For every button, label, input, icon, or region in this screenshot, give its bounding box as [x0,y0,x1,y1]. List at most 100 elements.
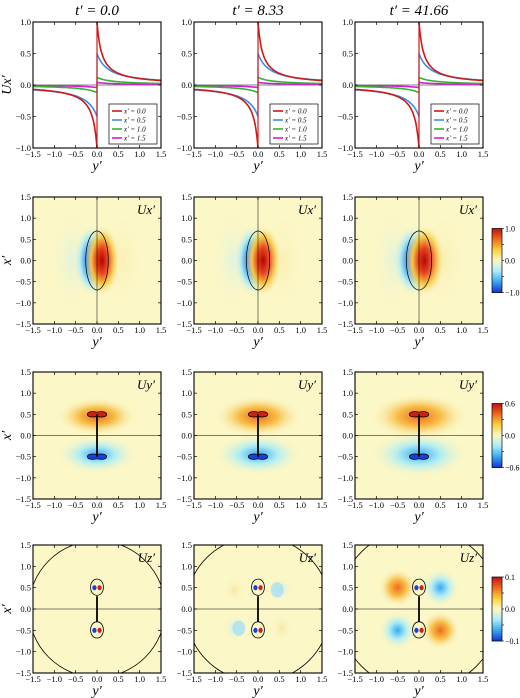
colorbar-cell [492,248,502,251]
colorbar-cell [492,441,502,444]
plot-frame [354,371,484,500]
x-tick-label: −0.5 [229,149,244,159]
colorbar-cell [492,613,502,616]
y-tick-label: 1.5 [181,540,192,550]
plot-frame [354,21,484,149]
y-tick-label: −1.5 [16,494,31,504]
colorbar-tick-label: −0.1 [505,637,520,646]
plot-frame [32,21,162,149]
panel-label: Ux′ [137,202,155,217]
x-tick-label: −1.0 [369,500,384,510]
colorbar-cell [492,439,502,442]
colorbar-cell [492,403,502,406]
colorbar-cell [492,228,502,231]
colorbar-cell [492,266,502,269]
heatmap-field [194,372,322,499]
x-tick-label: −1.5 [347,325,362,335]
y-tick-label: −1.5 [338,319,353,329]
series-line [355,84,420,89]
colorbar-cell [492,461,502,464]
x-tick-label: −0.5 [390,149,405,159]
y-tick-label: 0.5 [181,409,192,419]
colorbar-cell [492,262,502,265]
heatmap-panel: Uy′ −1.5 −1.0 −0.5 0.0 0.5 1.0 1.5 −1.5 −1.0 −0.5 0… [177,367,328,525]
panel-label: Uy′ [459,377,477,392]
field-core-negative [253,627,258,633]
colorbar-cell [492,244,502,247]
plot-frame [32,196,162,325]
series-line [418,76,483,85]
colorbar-cell [492,288,502,291]
y-tick-label: 1.0 [342,17,353,27]
colorbar-cell [492,453,502,456]
colorbar-cell [492,421,502,424]
y-tick-label: 1.5 [20,540,31,550]
y-tick-label: 0.5 [20,583,31,593]
colorbar-cell [492,415,502,418]
y-tick-label: −0.5 [16,625,31,635]
field-halo [101,209,144,312]
colorbar-cell [492,290,502,293]
x-tick-label: −1.5 [25,674,40,684]
legend-label: x′ = 0.0 [445,108,468,116]
x-tick-label: 1.0 [134,325,145,335]
heatmap-panel: Ux′ −1.5 −1.0 −0.5 0.0 0.5 1.0 1.5 −1.5 −1.0 −0.5 0… [0,192,166,350]
field-lobe [270,582,284,598]
colorbar-cell [492,459,502,462]
colorbar-cell [492,242,502,245]
y-tick-label: 1.5 [20,192,31,202]
x-tick-label: −1.5 [25,325,40,335]
y-tick-label: 1.0 [181,213,192,223]
y-tick-label: −1.0 [338,143,353,153]
colorbar-cell [492,234,502,237]
colorbar-cell [492,236,502,239]
y-tick-label: −1.0 [16,647,31,657]
x-tick-label: −0.5 [68,325,83,335]
y-tick-label: −1.5 [16,668,31,678]
contour-line [412,621,426,639]
y-tick-label: 0.0 [20,604,31,614]
x-tick-label: 1.0 [295,674,306,684]
panel-label: Uy′ [137,377,155,392]
colorbar-cell [492,274,502,277]
colorbar-cell [492,463,502,466]
colorbar-cell [492,427,502,430]
y-tick-label: 0.0 [181,80,192,90]
field-core-positive [97,627,102,633]
x-tick-label: −1.0 [47,149,62,159]
y-tick-label: 0.5 [20,49,31,59]
colorbar-cell [492,437,502,440]
colorbar: 0.6 0.0 −0.6 [491,400,520,473]
y-tick-label: 1.0 [20,17,31,27]
colorbar-cell [492,254,502,257]
y-tick-label: 0.0 [20,256,31,266]
field-core-positive [409,411,420,417]
y-tick-label: 0.5 [181,234,192,244]
colorbar-cell [492,607,502,610]
y-tick-label: −0.5 [338,452,353,462]
field-core-positive [87,411,98,417]
y-tick-label: 1.0 [20,388,31,398]
y-tick-label: 0.0 [342,256,353,266]
contour-line [87,453,107,460]
x-tick-label: 1.5 [478,325,489,335]
colorbar-cell [492,282,502,285]
x-tick-label: −1.5 [186,500,201,510]
x-axis-label: y′ [90,684,102,698]
x-axis-label: y′ [251,510,263,525]
y-tick-label: 0.5 [20,234,31,244]
column-title: t′ = 0.0 [75,3,119,19]
x-axis-label: y′ [90,159,102,174]
x-axis-label: y′ [412,159,424,174]
colorbar-cell [492,621,502,624]
colorbar-cell [492,447,502,450]
x-tick-label: −1.5 [25,500,40,510]
x-tick-label: 1.0 [134,674,145,684]
heatmap-panel: Uz′ −1.5 −1.0 −0.5 0.0 0.5 1.0 1.5 −1.5 −1.0 −0.5 0… [0,540,166,698]
x-tick-label: 0.0 [92,674,103,684]
field-core-negative [87,454,98,460]
x-tick-label: 0.0 [253,674,264,684]
y-tick-label: −1.0 [338,473,353,483]
y-tick-label: −0.5 [338,277,353,287]
colorbar-tick-label: 0.0 [505,432,515,441]
